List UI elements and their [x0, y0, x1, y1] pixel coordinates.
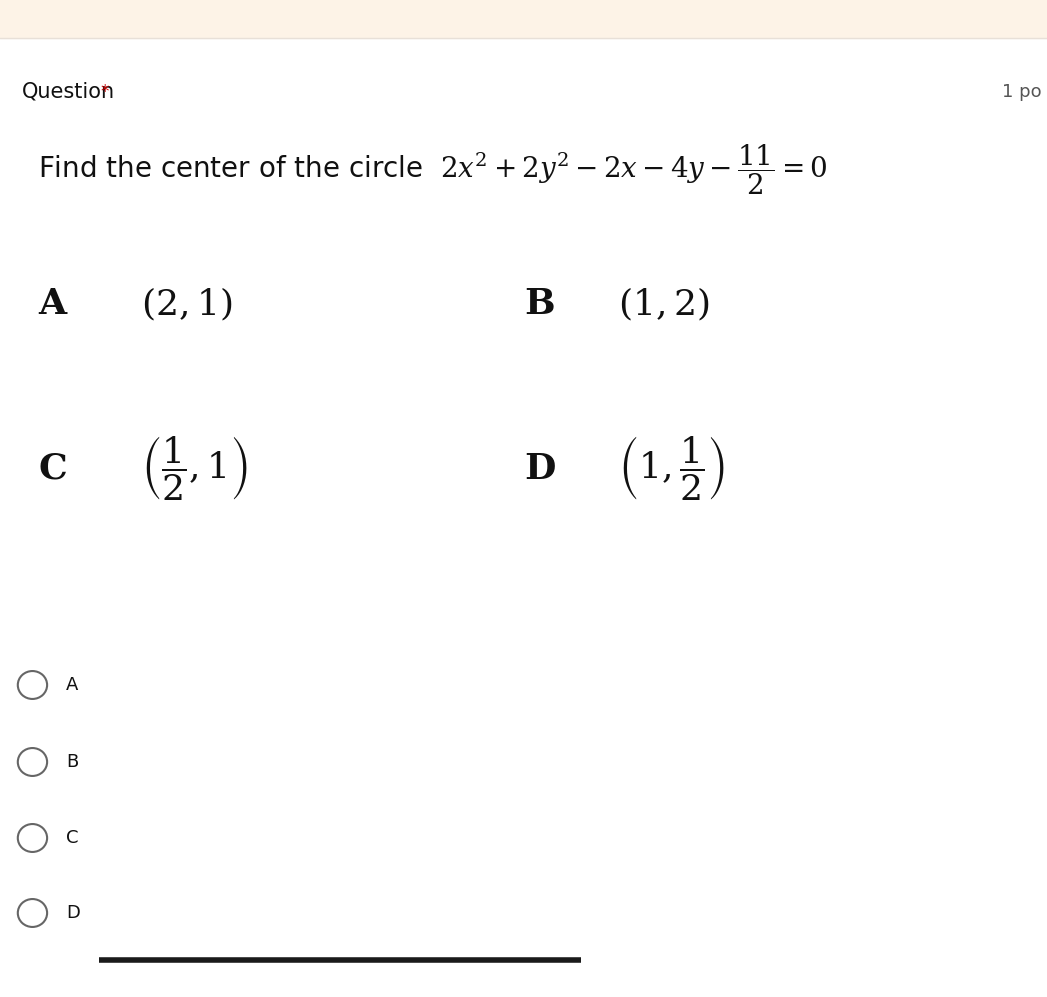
Text: $\left(\dfrac{1}{2},1\right)$: $\left(\dfrac{1}{2},1\right)$: [141, 435, 248, 502]
Text: $\mathbf{B}$: $\mathbf{B}$: [524, 287, 554, 321]
Bar: [0, 0, 1047, 38]
Text: D: D: [66, 904, 80, 922]
Text: C: C: [66, 829, 79, 847]
Text: *: *: [101, 83, 109, 101]
Text: Find the center of the circle  $2x^2+2y^2-2x-4y-\dfrac{11}{2}=0$: Find the center of the circle $2x^2+2y^2…: [38, 143, 827, 196]
Text: A: A: [66, 676, 79, 694]
Text: $\mathbf{D}$: $\mathbf{D}$: [524, 452, 555, 486]
Text: $\mathbf{C}$: $\mathbf{C}$: [38, 452, 67, 486]
Text: 1 po: 1 po: [1002, 83, 1042, 101]
Text: $\left(2,1\right)$: $\left(2,1\right)$: [141, 285, 233, 323]
Text: Question: Question: [22, 82, 115, 102]
Text: $\left(1,2\right)$: $\left(1,2\right)$: [618, 285, 710, 323]
Text: $\mathbf{A}$: $\mathbf{A}$: [38, 287, 68, 321]
Text: B: B: [66, 753, 79, 771]
Text: $\left(1,\dfrac{1}{2}\right)$: $\left(1,\dfrac{1}{2}\right)$: [618, 435, 725, 502]
